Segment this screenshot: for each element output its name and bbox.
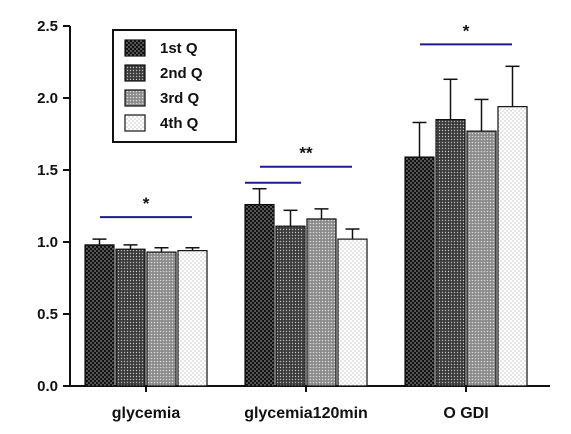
significance-marker: ** xyxy=(299,144,313,163)
bar xyxy=(466,130,497,387)
legend-label: 2nd Q xyxy=(160,65,203,82)
legend-label: 3rd Q xyxy=(160,90,200,107)
y-tick-label: 2.0 xyxy=(37,90,58,107)
bar xyxy=(146,251,177,387)
y-ticks: 0.0 0.5 1.0 1.5 2.0 2.5 xyxy=(37,18,70,395)
legend-label: 4th Q xyxy=(160,115,199,132)
bar xyxy=(497,106,528,387)
bar xyxy=(275,225,306,387)
significance-marker: * xyxy=(143,194,150,213)
y-tick-label: 0.0 xyxy=(37,378,58,395)
legend-label: 1st Q xyxy=(160,40,198,57)
bar xyxy=(404,156,435,387)
bar xyxy=(244,203,275,387)
legend: 1st Q 2nd Q 3rd Q 4th Q xyxy=(112,29,237,143)
y-tick-label: 2.5 xyxy=(37,18,58,35)
bars xyxy=(84,65,528,387)
legend-swatch xyxy=(124,89,146,107)
legend-swatch xyxy=(124,39,146,57)
bar xyxy=(435,118,466,387)
x-tick-label: O GDI xyxy=(443,405,488,422)
x-ticks: glycemia glycemia120min O GDI xyxy=(112,386,489,422)
x-tick-label: glycemia xyxy=(112,405,181,422)
y-tick-label: 0.5 xyxy=(37,306,58,323)
bar xyxy=(177,250,208,387)
significance-markers: **** xyxy=(100,21,512,219)
significance-marker: * xyxy=(463,21,470,40)
legend-swatch xyxy=(124,114,146,132)
bar xyxy=(115,248,146,387)
legend-swatch xyxy=(124,64,146,82)
y-tick-label: 1.5 xyxy=(37,162,58,179)
bar xyxy=(306,218,337,387)
y-tick-label: 1.0 xyxy=(37,234,58,251)
bar xyxy=(84,244,115,387)
x-tick-label: glycemia120min xyxy=(244,405,368,422)
bar xyxy=(337,238,368,387)
